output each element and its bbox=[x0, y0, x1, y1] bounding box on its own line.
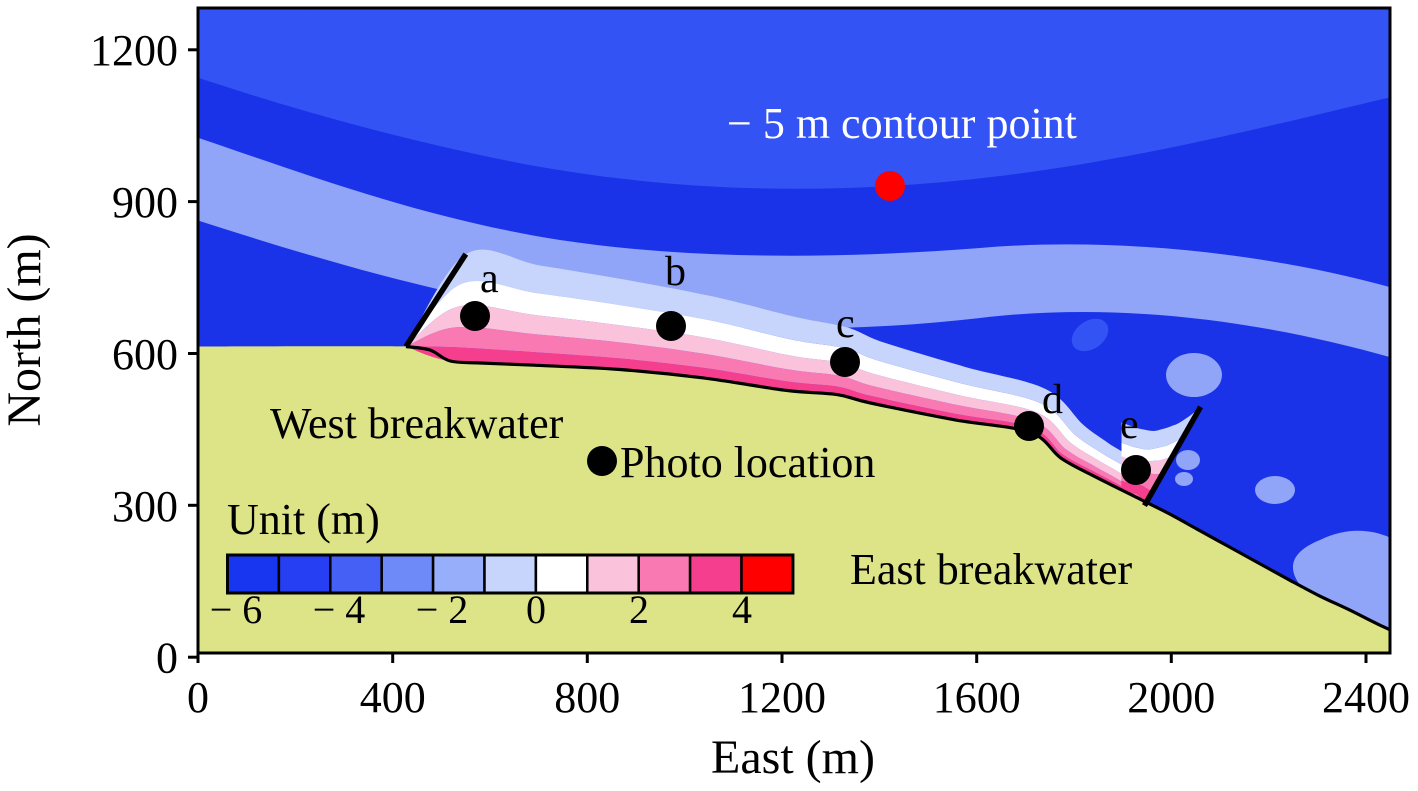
svg-text:d: d bbox=[1042, 377, 1063, 423]
svg-text:900: 900 bbox=[112, 178, 178, 227]
svg-text:Unit (m): Unit (m) bbox=[227, 495, 380, 544]
svg-text:2400: 2400 bbox=[1322, 673, 1410, 722]
svg-text:800: 800 bbox=[554, 673, 620, 722]
svg-text:East breakwater: East breakwater bbox=[850, 545, 1133, 594]
svg-text:Photo location: Photo location bbox=[620, 438, 875, 487]
svg-text:1200: 1200 bbox=[90, 26, 178, 75]
svg-text:West breakwater: West breakwater bbox=[270, 399, 564, 448]
svg-text:North (m): North (m) bbox=[0, 233, 51, 426]
svg-text:0: 0 bbox=[526, 587, 546, 632]
svg-text:1600: 1600 bbox=[933, 673, 1021, 722]
svg-text:− 5 m contour point: − 5 m contour point bbox=[727, 99, 1077, 148]
svg-text:c: c bbox=[836, 301, 855, 347]
svg-text:2: 2 bbox=[629, 587, 649, 632]
svg-text:2000: 2000 bbox=[1127, 673, 1215, 722]
svg-text:300: 300 bbox=[112, 482, 178, 531]
svg-text:600: 600 bbox=[112, 330, 178, 379]
svg-text:b: b bbox=[665, 249, 686, 295]
svg-text:− 2: − 2 bbox=[416, 587, 469, 632]
svg-text:1200: 1200 bbox=[738, 673, 826, 722]
svg-text:400: 400 bbox=[360, 673, 426, 722]
svg-text:0: 0 bbox=[156, 634, 178, 683]
svg-text:− 4: − 4 bbox=[313, 587, 366, 632]
svg-text:a: a bbox=[480, 256, 499, 302]
svg-text:East (m): East (m) bbox=[711, 731, 875, 784]
svg-text:e: e bbox=[1120, 402, 1139, 448]
svg-text:0: 0 bbox=[187, 673, 209, 722]
svg-text:4: 4 bbox=[732, 587, 752, 632]
svg-text:− 6: − 6 bbox=[210, 587, 263, 632]
